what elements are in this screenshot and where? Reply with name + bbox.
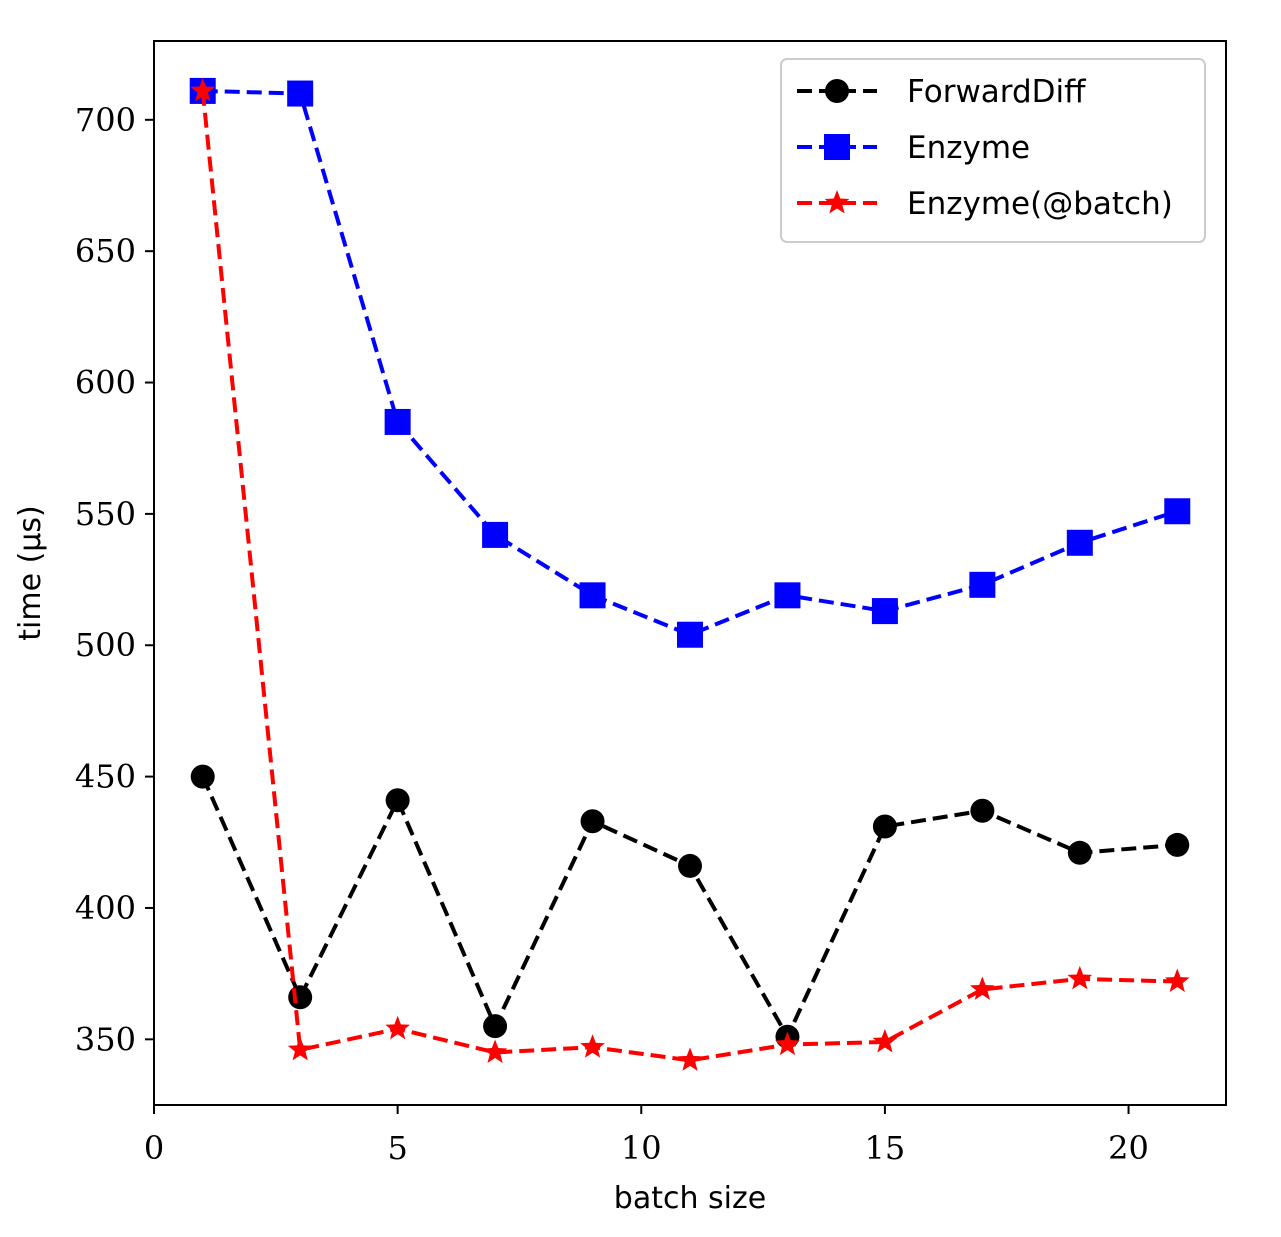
data-point bbox=[580, 1034, 605, 1058]
data-point bbox=[287, 80, 314, 107]
legend-marker bbox=[825, 79, 849, 103]
series-line bbox=[200, 90, 1178, 1063]
data-point bbox=[482, 1039, 508, 1063]
data-point bbox=[970, 976, 995, 1000]
x-tick-label: 0 bbox=[144, 1129, 164, 1167]
y-tick-label: 400 bbox=[75, 889, 136, 927]
data-point bbox=[774, 582, 801, 609]
y-axis-label: time (μs) bbox=[13, 505, 48, 640]
data-point bbox=[677, 621, 703, 648]
legend-label: Enzyme bbox=[907, 130, 1030, 166]
data-point bbox=[190, 77, 216, 102]
data-point bbox=[677, 1047, 703, 1071]
data-point bbox=[384, 408, 411, 435]
data-point bbox=[970, 798, 995, 823]
x-tick-label: 10 bbox=[621, 1129, 662, 1167]
legend-box bbox=[780, 58, 1206, 243]
data-point bbox=[287, 1036, 313, 1061]
data-point bbox=[1067, 965, 1093, 990]
legend-marker bbox=[824, 190, 850, 214]
data-point bbox=[1066, 529, 1093, 556]
data-point bbox=[1164, 968, 1190, 993]
x-tick-label: 20 bbox=[1108, 1129, 1149, 1167]
y-tick-label: 600 bbox=[75, 364, 136, 402]
y-axis-ticks: 350 400 450 500 550 600 650 700 bbox=[75, 101, 154, 1058]
y-tick-label: 350 bbox=[75, 1020, 136, 1058]
legend-item: Enzyme bbox=[797, 130, 1030, 166]
data-point bbox=[871, 598, 898, 625]
y-tick-label: 500 bbox=[75, 626, 136, 664]
y-tick-label: 650 bbox=[75, 232, 136, 270]
data-point bbox=[483, 1014, 508, 1039]
legend-item: Enzyme(@batch) bbox=[797, 186, 1173, 222]
x-tick-label: 5 bbox=[387, 1129, 407, 1167]
plot-frame bbox=[153, 40, 1227, 1106]
x-axis-label: batch size bbox=[614, 1181, 766, 1216]
data-point bbox=[969, 571, 996, 598]
data-point bbox=[580, 809, 605, 834]
series-line bbox=[202, 88, 1178, 637]
y-tick-label: 700 bbox=[75, 101, 136, 139]
y-tick-label: 450 bbox=[75, 758, 136, 796]
data-point bbox=[482, 521, 509, 548]
legend-label: ForwardDiff bbox=[907, 74, 1086, 110]
legend-marker bbox=[824, 134, 850, 160]
legend-label: Enzyme(@batch) bbox=[907, 186, 1173, 222]
series-square bbox=[189, 77, 1191, 648]
series-star bbox=[190, 77, 1190, 1071]
series-layer bbox=[189, 77, 1191, 1071]
y-tick-label: 550 bbox=[75, 495, 136, 533]
x-tick-label: 15 bbox=[865, 1129, 906, 1167]
data-point bbox=[775, 1031, 800, 1056]
data-point bbox=[872, 1028, 898, 1053]
data-point bbox=[385, 788, 410, 813]
data-point bbox=[579, 582, 606, 609]
data-point bbox=[1067, 840, 1092, 865]
data-point bbox=[872, 814, 897, 839]
data-point bbox=[288, 985, 313, 1010]
data-point bbox=[1165, 832, 1190, 857]
data-point bbox=[1164, 498, 1191, 525]
data-point bbox=[385, 1015, 410, 1040]
data-point bbox=[678, 853, 702, 878]
data-point bbox=[190, 764, 215, 789]
legend: ForwardDiff Enzyme Enzyme(@batch) bbox=[780, 58, 1206, 243]
legend-item: ForwardDiff bbox=[797, 74, 1086, 110]
x-axis-ticks: 0 5 10 15 20 bbox=[144, 1105, 1149, 1167]
